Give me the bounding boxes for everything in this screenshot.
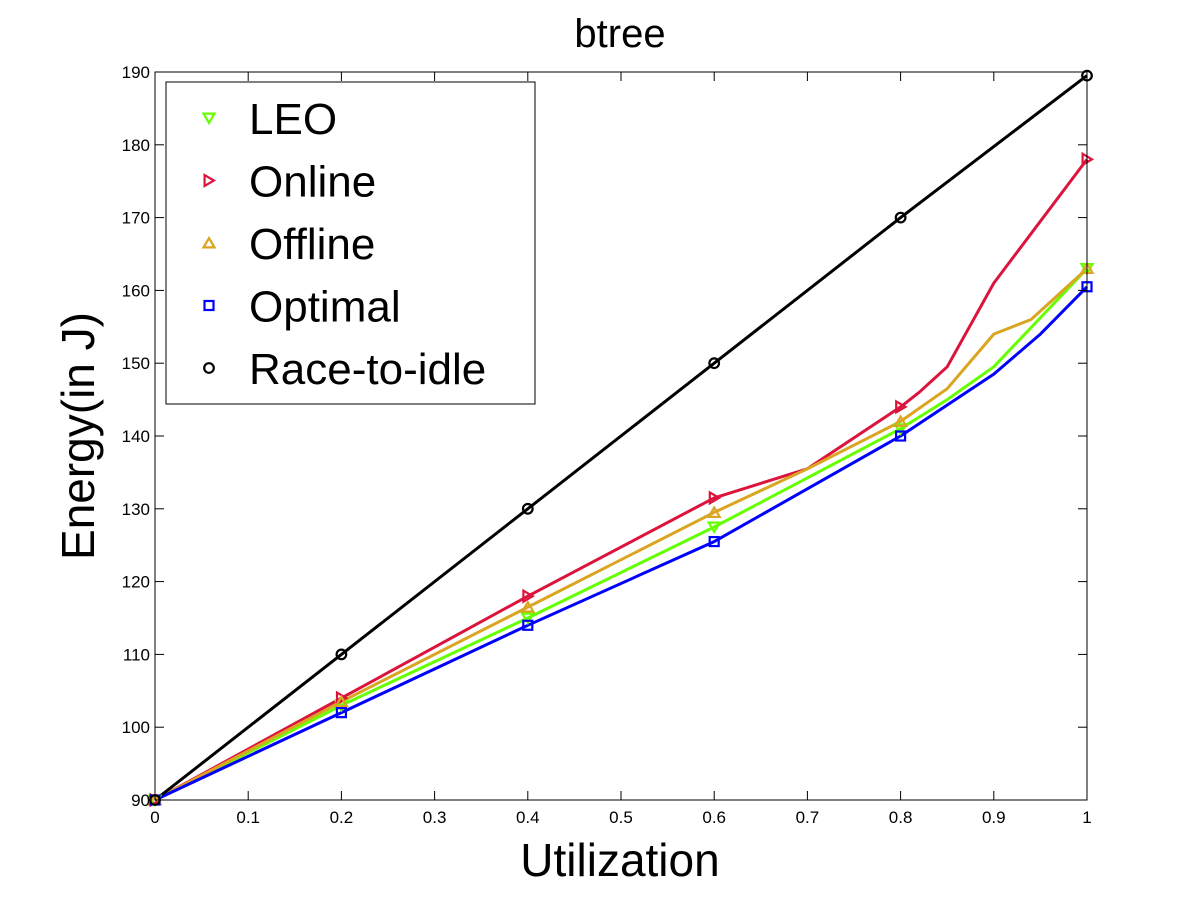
x-tick-label: 0 xyxy=(150,808,159,827)
series-offline xyxy=(154,267,1089,802)
legend: LEO Online Offline Optimal Race-to-idle xyxy=(165,81,536,405)
y-tick-label: 130 xyxy=(122,500,150,519)
legend-item-online: Online xyxy=(203,158,376,207)
data-point xyxy=(894,211,907,224)
data-point xyxy=(708,490,722,506)
x-tick-label: 1 xyxy=(1082,808,1091,827)
data-point xyxy=(706,521,722,535)
series-line-optimal xyxy=(154,285,1089,802)
y-tick-label: 100 xyxy=(122,718,150,737)
data-point xyxy=(893,423,909,436)
plot-series xyxy=(147,69,1095,808)
data-point xyxy=(708,535,720,548)
series-line-leo xyxy=(154,267,1089,802)
legend-label: LEO xyxy=(249,95,337,144)
legend-item-leo: LEO xyxy=(201,95,337,144)
chart-title: btree xyxy=(574,12,665,56)
series-race-to-idle xyxy=(154,74,1088,802)
x-tick-label: 0.4 xyxy=(516,808,540,827)
y-tick-label: 90 xyxy=(131,791,150,810)
x-tick-label: 0.5 xyxy=(609,808,633,827)
series-leo xyxy=(154,267,1089,802)
series-optimal xyxy=(154,285,1089,802)
y-tick-label: 190 xyxy=(122,63,150,82)
axis-ticks: 0 0.1 0.2 0.3 0.4 0.5 0.6 0.7 0.8 0.9 190100110120… xyxy=(122,63,1092,827)
legend-label: Online xyxy=(249,158,376,207)
series-online xyxy=(154,158,1089,802)
y-tick-label: 160 xyxy=(122,281,150,300)
legend-label: Optimal xyxy=(249,283,401,332)
y-tick-label: 180 xyxy=(122,136,150,155)
legend-item-optimal: Optimal xyxy=(203,283,401,332)
data-point xyxy=(335,648,348,661)
legend-marker xyxy=(201,112,217,126)
legend-label: Offline xyxy=(249,220,375,269)
legend-item-offline: Offline xyxy=(201,220,375,269)
data-point xyxy=(522,588,535,604)
series-line-offline xyxy=(154,267,1089,802)
data-point xyxy=(333,694,349,708)
x-axis-title: Utilization xyxy=(520,834,719,886)
legend-label: Race-to-idle xyxy=(249,345,486,394)
y-tick-label: 120 xyxy=(122,573,150,592)
x-tick-label: 0.8 xyxy=(889,808,913,827)
y-tick-label: 140 xyxy=(122,427,150,446)
data-point xyxy=(894,430,907,442)
data-point xyxy=(895,399,908,415)
x-tick-label: 0.6 xyxy=(702,808,726,827)
data-point xyxy=(335,707,347,719)
data-point xyxy=(708,357,721,370)
x-tick-label: 0.9 xyxy=(982,808,1006,827)
data-point xyxy=(706,505,722,518)
legend-marker xyxy=(201,235,217,249)
series-line-race-to-idle xyxy=(154,74,1088,802)
y-tick-label: 150 xyxy=(122,354,150,373)
data-point xyxy=(520,612,536,626)
y-tick-label: 110 xyxy=(123,645,150,664)
x-tick-label: 0.7 xyxy=(796,808,820,827)
legend-marker xyxy=(203,299,215,312)
legend-item-race-to-idle: Race-to-idle xyxy=(203,345,486,394)
series-line-online xyxy=(154,158,1089,802)
data-point xyxy=(522,619,534,631)
y-tick-label: 170 xyxy=(122,209,150,228)
legend-marker xyxy=(203,173,217,188)
y-axis-title: Energy(in J) xyxy=(52,312,104,560)
legend-box xyxy=(165,81,536,405)
data-point xyxy=(521,502,534,515)
legend-entries: LEO Online Offline Optimal Race-to-idle xyxy=(201,95,486,394)
x-tick-label: 0.2 xyxy=(330,808,354,827)
data-point xyxy=(893,414,909,427)
data-point xyxy=(520,599,536,613)
legend-marker xyxy=(203,362,215,374)
x-tick-label: 0.1 xyxy=(236,808,260,827)
x-tick-label: 0.3 xyxy=(423,808,447,827)
